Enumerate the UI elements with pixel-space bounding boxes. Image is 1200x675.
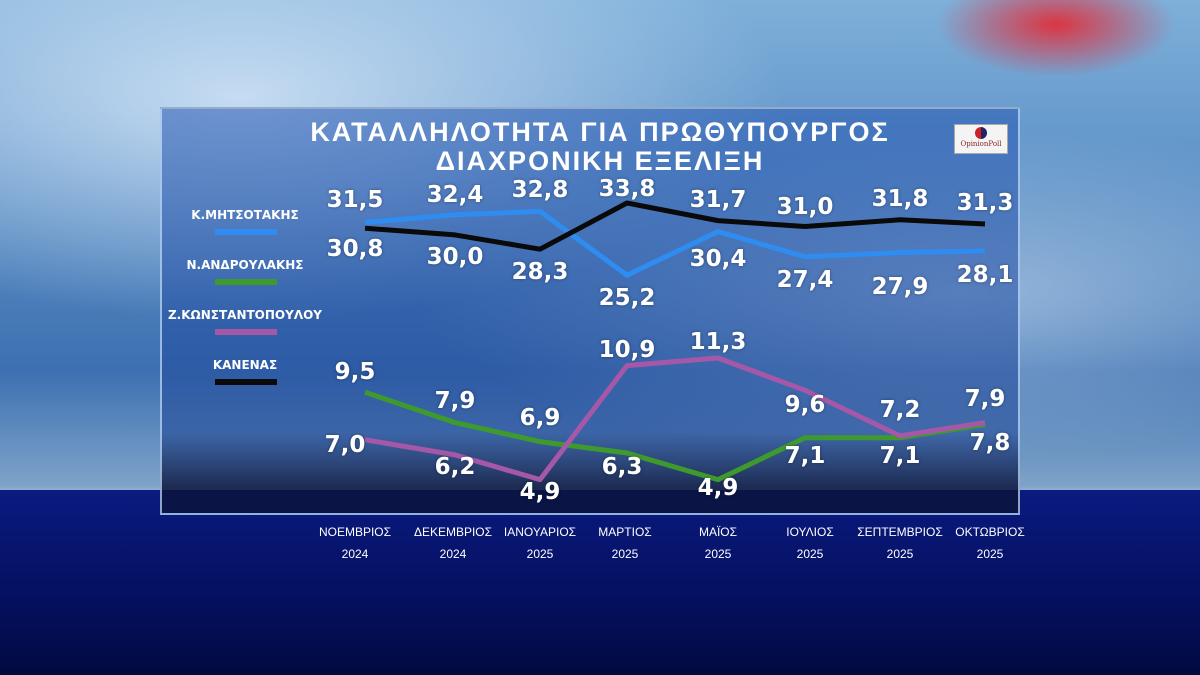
data-label: 11,3 (689, 329, 747, 355)
data-label: 31,7 (689, 186, 747, 213)
data-label: 6,3 (601, 454, 643, 480)
data-label: 31,8 (871, 185, 929, 212)
x-tick-label: ΜΑΪΟΣ (698, 525, 738, 539)
data-label: 6,2 (434, 453, 476, 480)
x-tick-label: ΔΕΚΕΜΒΡΙΟΣ (413, 525, 493, 539)
x-tick-label: 2025 (976, 547, 1004, 561)
series-line-0 (364, 208, 986, 278)
data-label: 31,3 (956, 190, 1014, 216)
x-tick-label: ΙΟΥΛΙΟΣ (786, 525, 834, 539)
data-label: 7,1 (879, 442, 921, 469)
reflection (0, 435, 1200, 555)
legend-label: Ν.ΑΝΔΡΟΥΛΑΚΗΣ (186, 258, 304, 272)
x-tick-label: 2024 (341, 547, 369, 561)
data-label: 30,8 (326, 236, 384, 263)
data-label: 32,4 (426, 181, 484, 208)
data-label: 6,9 (519, 404, 561, 431)
data-label: 32,8 (511, 177, 569, 204)
chart-subtitle: ΔΙΑΧΡΟΝΙΚΗ ΕΞΕΛΙΞΗ (435, 146, 765, 176)
legend-label: Ζ.ΚΩΝΣΤΑΝΤΟΠΟΥΛΟΥ (167, 308, 322, 322)
series-line-2 (364, 355, 986, 483)
legend-swatch (215, 229, 277, 235)
x-tick-label: ΟΚΤΩΒΡΙΟΣ (955, 525, 1025, 539)
data-label: 7,1 (784, 442, 826, 469)
data-label: 10,9 (598, 336, 656, 363)
logo-mark-icon (975, 127, 987, 139)
x-tick-label: 2025 (704, 547, 732, 561)
data-label: 4,9 (697, 474, 739, 501)
data-label: 28,1 (956, 261, 1014, 288)
data-label: 31,0 (776, 193, 834, 220)
data-label: 9,5 (334, 359, 376, 386)
data-label: 7,2 (879, 396, 921, 423)
data-label: 31,5 (326, 187, 384, 214)
data-label: 27,4 (776, 266, 834, 293)
data-label: 7,9 (434, 387, 476, 414)
data-label: 7,9 (964, 385, 1006, 412)
chart-title: ΚΑΤΑΛΛΗΛΟΤΗΤΑ ΓΙΑ ΠΡΩΘΥΠΟΥΡΓΟΣ (310, 117, 890, 147)
data-label: 4,9 (519, 478, 561, 505)
data-label: 33,8 (598, 176, 656, 202)
x-tick-label: ΣΕΠΤΕΜΒΡΙΟΣ (857, 525, 943, 539)
legend-swatch (215, 279, 277, 285)
x-tick-label: 2025 (886, 547, 914, 561)
x-tick-label: 2025 (526, 547, 554, 561)
x-tick-label: ΝΟΕΜΒΡΙΟΣ (318, 525, 392, 539)
x-tick-label: ΜΑΡΤΙΟΣ (598, 525, 652, 539)
legend-label: ΚΑΝΕΝΑΣ (212, 358, 278, 372)
x-tick-label: ΙΑΝΟΥΑΡΙΟΣ (503, 525, 577, 539)
data-label: 7,8 (969, 429, 1011, 456)
legend-label: Κ.ΜΗΤΣΟΤΑΚΗΣ (191, 208, 299, 222)
series-line-3 (364, 200, 986, 252)
opinionpoll-logo: OpinionPoll (954, 124, 1008, 154)
data-label: 28,3 (511, 259, 569, 286)
legend-swatch (215, 379, 277, 385)
data-label: 9,6 (784, 392, 826, 419)
x-tick-label: 2025 (611, 547, 639, 561)
x-tick-label: 2024 (439, 547, 467, 561)
data-label: 25,2 (598, 285, 656, 312)
x-tick-label: 2025 (796, 547, 824, 561)
data-label: 30,4 (689, 245, 747, 272)
series-line-1 (364, 389, 986, 483)
data-label: 27,9 (871, 273, 929, 300)
data-label: 30,0 (426, 243, 484, 270)
data-label: 7,0 (324, 431, 366, 458)
floor (0, 490, 1200, 675)
legend-swatch (215, 329, 277, 335)
